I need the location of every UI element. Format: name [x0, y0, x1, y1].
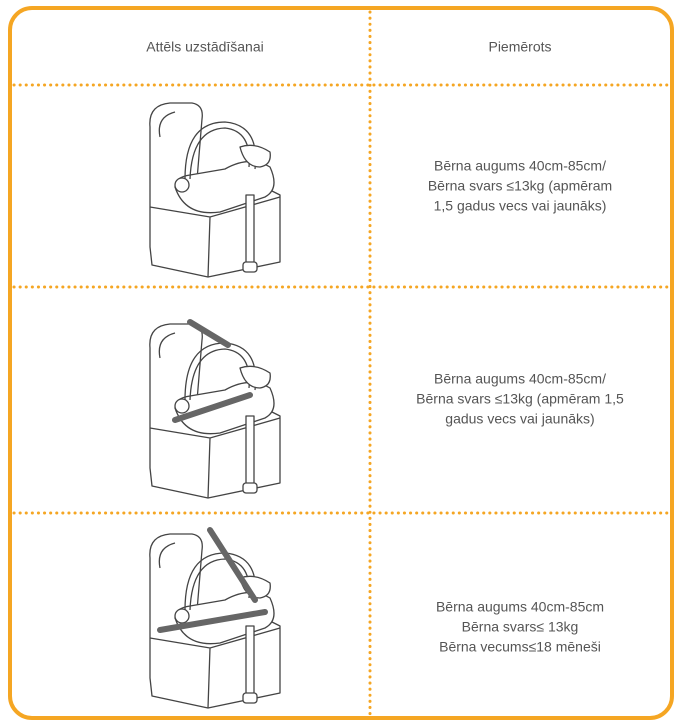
header-cell: Piemērots: [488, 39, 551, 55]
header-cell: Attēls uzstādīšanai: [146, 39, 264, 55]
cell-line: Bērna vecums≤18 mēneši: [439, 639, 601, 655]
cell-line: Bērna augums 40cm-85cm/: [434, 371, 606, 387]
illustration: [149, 527, 281, 709]
cell-line: Bērna svars≤ 13kg: [462, 619, 579, 635]
cell-line: Bērna augums 40cm-85cm/: [434, 158, 606, 174]
cell-line: 1,5 gadus vecs vai jaunāks): [434, 198, 607, 214]
illustration: [149, 319, 281, 499]
cell-line: Bērna svars ≤13kg (apmēram: [428, 178, 612, 194]
cell-line: Bērna augums 40cm-85cm: [436, 599, 604, 615]
illustration: [149, 102, 281, 278]
cells: Bērna augums 40cm-85cm/Bērna svars ≤13kg…: [416, 158, 624, 655]
table-border: [8, 6, 674, 720]
cell-line: gadus vecs vai jaunāks): [445, 411, 594, 427]
cell-line: Bērna svars ≤13kg (apmēram 1,5: [416, 391, 624, 407]
